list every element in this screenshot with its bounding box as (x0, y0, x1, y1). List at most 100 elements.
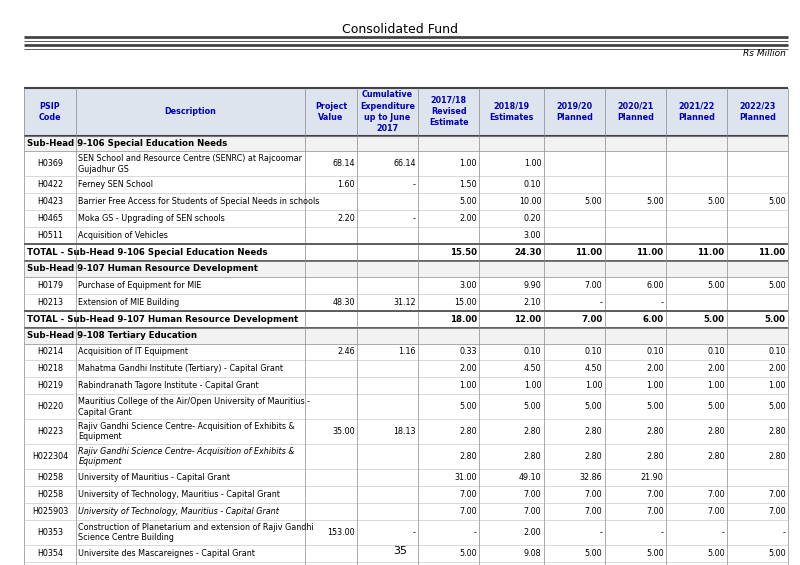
Bar (24, 311, 788, 328)
Text: University of Technology, Mauritius - Capital Grant: University of Technology, Mauritius - Ca… (78, 507, 279, 516)
Text: 2022/23
Planned: 2022/23 Planned (739, 102, 776, 121)
Text: 7.00: 7.00 (768, 507, 786, 516)
Text: 0.10: 0.10 (585, 347, 602, 357)
Bar (24, 444, 788, 469)
Text: H0423: H0423 (37, 197, 63, 206)
Text: -: - (661, 528, 663, 537)
Text: 2019/20
Planned: 2019/20 Planned (556, 102, 593, 121)
Bar (24, 261, 788, 277)
Bar (24, 486, 788, 503)
Text: 7.00: 7.00 (582, 315, 602, 324)
Text: 7.00: 7.00 (585, 507, 602, 516)
Text: H025903: H025903 (32, 507, 68, 516)
Text: 7.00: 7.00 (459, 507, 477, 516)
Text: 2.80: 2.80 (585, 427, 602, 436)
Text: Description: Description (165, 107, 217, 116)
Bar (24, 520, 788, 545)
Text: 1.00: 1.00 (646, 381, 663, 390)
Text: H0220: H0220 (37, 402, 63, 411)
Text: 5.00: 5.00 (524, 402, 542, 411)
Text: -: - (413, 214, 416, 223)
Text: 2.80: 2.80 (524, 427, 542, 436)
Text: 0.33: 0.33 (459, 347, 477, 357)
Text: Purchase of Equipment for MIE: Purchase of Equipment for MIE (78, 281, 202, 290)
Bar (24, 294, 788, 311)
Text: 1.00: 1.00 (459, 159, 477, 168)
Text: Rajiv Gandhi Science Centre- Acquisition of Exhibits &
Equipment: Rajiv Gandhi Science Centre- Acquisition… (78, 422, 295, 441)
Text: H0353: H0353 (37, 528, 63, 537)
Text: 5.00: 5.00 (765, 315, 786, 324)
Bar (24, 344, 788, 360)
Text: 5.00: 5.00 (768, 549, 786, 558)
Text: 5.00: 5.00 (459, 402, 477, 411)
Bar (24, 193, 788, 210)
Text: 2.00: 2.00 (459, 214, 477, 223)
Text: 9.90: 9.90 (524, 281, 542, 290)
Text: 2.20: 2.20 (337, 214, 354, 223)
Text: 7.00: 7.00 (524, 507, 542, 516)
Text: 32.86: 32.86 (580, 473, 602, 482)
Text: 2.80: 2.80 (646, 427, 663, 436)
Text: PSIP
Code: PSIP Code (38, 102, 62, 121)
Text: 7.00: 7.00 (707, 490, 725, 499)
Text: 4.50: 4.50 (524, 364, 542, 373)
Text: 0.20: 0.20 (524, 214, 542, 223)
Bar (24, 562, 788, 565)
Text: H0223: H0223 (37, 427, 63, 436)
Text: -: - (661, 298, 663, 307)
Text: 5.00: 5.00 (585, 197, 602, 206)
Text: 1.60: 1.60 (337, 180, 354, 189)
Text: H0511: H0511 (37, 231, 63, 240)
Bar (24, 545, 788, 562)
Text: 7.00: 7.00 (459, 490, 477, 499)
Text: 18.00: 18.00 (450, 315, 477, 324)
Bar (24, 244, 788, 261)
Bar (24, 469, 788, 486)
Text: Rs Million: Rs Million (742, 49, 786, 58)
Text: 7.00: 7.00 (646, 507, 663, 516)
Text: Cumulative
Expenditure
up to June
2017: Cumulative Expenditure up to June 2017 (360, 90, 415, 133)
Bar (24, 328, 788, 344)
Text: 7.00: 7.00 (524, 490, 542, 499)
Text: SEN School and Resource Centre (SENRC) at Rajcoomar
Gujadhur GS: SEN School and Resource Centre (SENRC) a… (78, 154, 302, 173)
Text: 5.00: 5.00 (646, 549, 663, 558)
Bar (24, 277, 788, 294)
Text: 31.00: 31.00 (454, 473, 477, 482)
Text: TOTAL - Sub-Head 9-107 Human Resource Development: TOTAL - Sub-Head 9-107 Human Resource De… (27, 315, 298, 324)
Text: H0219: H0219 (37, 381, 63, 390)
Text: 5.00: 5.00 (707, 197, 725, 206)
Text: 11.00: 11.00 (575, 248, 602, 257)
Text: H0369: H0369 (37, 159, 63, 168)
Text: 2021/22
Planned: 2021/22 Planned (678, 102, 715, 121)
Text: 11.00: 11.00 (698, 248, 725, 257)
Text: 4.50: 4.50 (585, 364, 602, 373)
Text: 7.00: 7.00 (646, 490, 663, 499)
Text: 2.80: 2.80 (524, 452, 542, 461)
Text: 2018/19
Estimates: 2018/19 Estimates (490, 102, 534, 121)
Text: 2.80: 2.80 (459, 452, 477, 461)
Text: University of Technology, Mauritius - Capital Grant: University of Technology, Mauritius - Ca… (78, 490, 280, 499)
Text: 2.00: 2.00 (707, 364, 725, 373)
Text: -: - (474, 528, 477, 537)
Text: 1.00: 1.00 (707, 381, 725, 390)
Text: Extension of MIE Building: Extension of MIE Building (78, 298, 180, 307)
Text: 2.80: 2.80 (459, 427, 477, 436)
Text: Consolidated Fund: Consolidated Fund (342, 23, 458, 36)
Bar (24, 227, 788, 244)
Text: 7.00: 7.00 (707, 507, 725, 516)
Text: 0.10: 0.10 (707, 347, 725, 357)
Text: 5.00: 5.00 (768, 281, 786, 290)
Text: 1.00: 1.00 (524, 381, 542, 390)
Text: 5.00: 5.00 (768, 402, 786, 411)
Text: 5.00: 5.00 (646, 197, 663, 206)
Text: 15.50: 15.50 (450, 248, 477, 257)
Text: 1.50: 1.50 (459, 180, 477, 189)
Text: Rabindranath Tagore Institute - Capital Grant: Rabindranath Tagore Institute - Capital … (78, 381, 259, 390)
Text: 5.00: 5.00 (768, 197, 786, 206)
Text: 21.90: 21.90 (641, 473, 663, 482)
Text: 66.14: 66.14 (394, 159, 416, 168)
Text: 11.00: 11.00 (636, 248, 663, 257)
Text: H0258: H0258 (37, 490, 63, 499)
Text: Rajiv Gandhi Science Centre- Acquisition of Exhibits &
Equipment: Rajiv Gandhi Science Centre- Acquisition… (78, 447, 295, 466)
Bar (24, 503, 788, 520)
